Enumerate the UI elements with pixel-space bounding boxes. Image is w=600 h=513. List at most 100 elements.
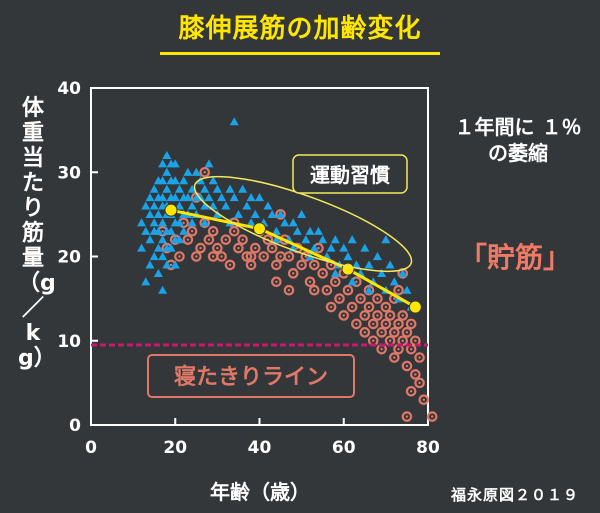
triangle-data-point (166, 226, 176, 235)
triangle-data-point (170, 193, 180, 202)
circle-data-point (367, 318, 379, 330)
circle-data-point (287, 268, 299, 279)
circle-data-point (359, 310, 371, 321)
circle-data-point (397, 310, 409, 321)
triangle-data-point (398, 268, 408, 277)
triangle-data-point (246, 218, 256, 227)
triangle-data-point (158, 218, 168, 227)
triangle-data-point (141, 277, 151, 286)
circle-data-point-center (161, 230, 164, 233)
circle-data-point-center (178, 255, 181, 258)
triangle-data-point (292, 226, 302, 235)
circle-data-point-center (405, 415, 409, 418)
triangle-data-point (263, 201, 273, 210)
circle-data-point (199, 166, 211, 178)
circle-data-point (376, 327, 387, 338)
circle-data-point (384, 310, 396, 321)
circle-data-point (233, 242, 244, 254)
exercise-habit-ellipse (193, 175, 413, 273)
circle-data-point-center (207, 238, 211, 241)
circle-data-point-center (203, 171, 206, 174)
x-tick-label: 40 (248, 438, 272, 458)
triangle-data-point (309, 243, 319, 252)
circle-data-point (325, 301, 337, 313)
circle-data-point-center (211, 230, 215, 233)
triangle-data-point (183, 193, 193, 202)
triangle-data-point (145, 235, 155, 244)
triangle-data-point (174, 235, 184, 244)
circle-data-point-center (397, 289, 400, 292)
circle-data-point (203, 234, 215, 245)
circle-data-point (249, 242, 261, 254)
circle-data-point (414, 352, 425, 363)
circle-data-point-center (211, 255, 215, 258)
trend-point (164, 203, 178, 217)
circle-data-point-center (401, 314, 404, 317)
circle-data-point-center (233, 230, 236, 233)
circle-data-point (405, 318, 417, 330)
chart-title: 膝伸展筋の加齢変化 (178, 14, 422, 44)
circle-data-point (317, 268, 328, 279)
circle-data-point (351, 318, 362, 330)
circle-data-point (258, 251, 270, 262)
muscle-saving-callout: 「貯筋」 (458, 241, 571, 274)
triangle-data-point (276, 209, 286, 218)
triangle-data-point (212, 184, 222, 193)
circle-data-point-center (359, 297, 362, 300)
circle-data-point-center (409, 322, 413, 326)
circle-data-point (195, 242, 206, 254)
circle-data-point (355, 293, 366, 304)
circle-data-point-center (405, 331, 409, 334)
circle-data-point (330, 276, 341, 288)
circle-data-point-center (195, 255, 198, 258)
circle-data-point-center (393, 297, 396, 300)
triangle-data-point (377, 268, 387, 277)
circle-data-point (410, 369, 421, 380)
circle-data-point-center (199, 246, 202, 250)
atrophy-note: １年間に １％の萎縮 (454, 115, 582, 165)
triangle-data-point (162, 150, 172, 159)
circle-data-point-center (409, 390, 413, 393)
triangle-data-point (137, 243, 147, 252)
triangle-data-point (402, 285, 412, 294)
circle-data-point-center (376, 297, 379, 300)
triangle-data-point (250, 209, 260, 218)
triangle-data-point (153, 243, 163, 252)
triangle-data-point (149, 218, 159, 227)
circle-data-point (359, 327, 371, 338)
triangle-data-point (297, 209, 307, 218)
circle-data-point (338, 310, 350, 321)
triangle-data-point (225, 184, 235, 193)
triangle-data-point (187, 218, 197, 227)
triangle-data-point (238, 184, 248, 193)
circle-data-point-center (397, 347, 400, 351)
triangle-data-point (179, 176, 189, 185)
circle-data-point (405, 385, 417, 397)
triangle-data-point (196, 193, 206, 202)
circle-data-point (372, 293, 383, 304)
circle-data-point-center (397, 322, 400, 326)
circle-data-point-center (431, 415, 434, 418)
circle-data-point-center (228, 263, 232, 267)
circle-data-point (393, 318, 404, 330)
circle-data-point (334, 293, 345, 304)
circle-data-point-center (418, 356, 421, 359)
triangle-data-point (141, 226, 151, 235)
circle-data-point (237, 234, 248, 245)
triangle-data-point (267, 209, 277, 218)
circle-data-point-center (367, 305, 371, 309)
triangle-data-point (229, 117, 239, 126)
triangle-data-point (158, 252, 168, 261)
y-tick-label: 40 (57, 79, 81, 99)
triangle-data-point (229, 193, 239, 202)
circle-data-point (224, 259, 236, 271)
triangle-data-point (343, 252, 353, 261)
triangle-data-point (385, 260, 395, 269)
circle-data-point (207, 225, 219, 237)
triangle-data-point (208, 201, 218, 210)
triangle-data-point (170, 176, 180, 185)
triangle-data-point (200, 201, 210, 210)
triangle-data-point (149, 201, 159, 210)
circle-data-point (304, 276, 316, 288)
triangle-data-point (166, 243, 176, 252)
